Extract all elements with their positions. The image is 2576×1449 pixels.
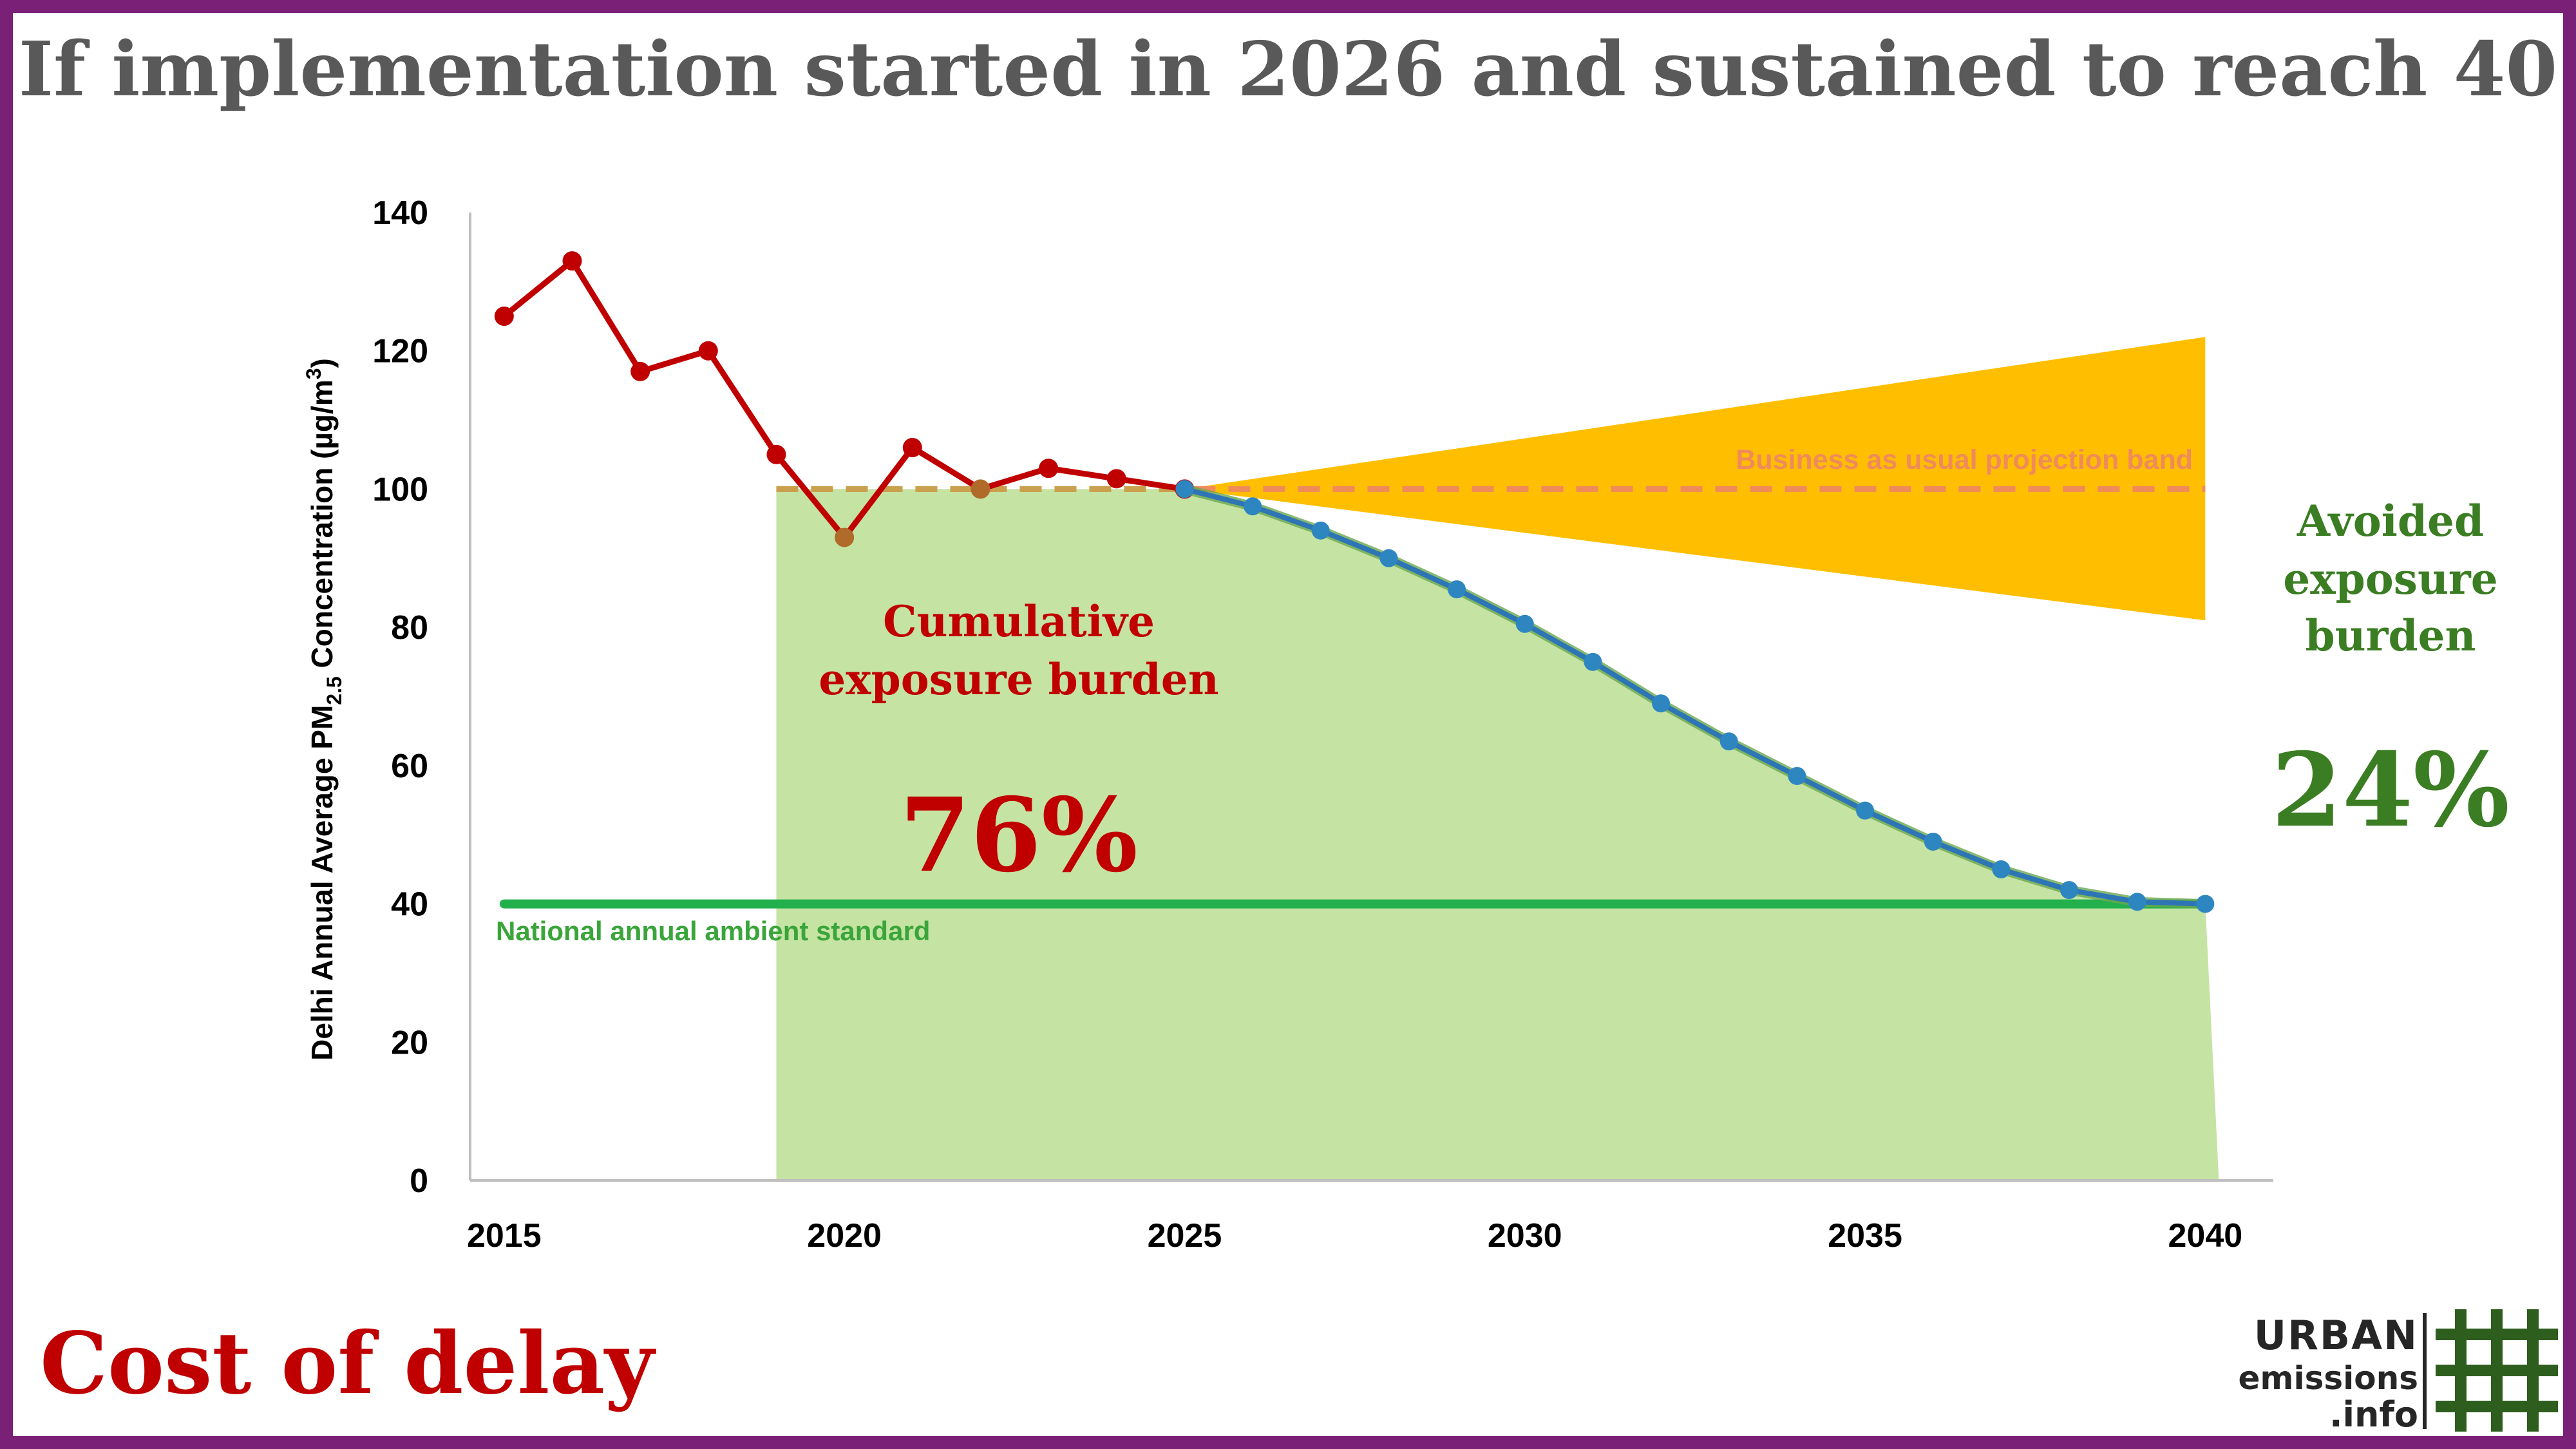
x-tick-label: 2015 [467,1217,542,1255]
projection-point [1311,521,1330,540]
projection-point [2128,893,2146,911]
y-axis-label: Delhi Annual Average PM2.5 Concentration… [302,358,346,1061]
logo-divider [2423,1313,2427,1429]
x-tick-label: 2040 [2168,1217,2242,1255]
logo-line1: URBAN [2253,1312,2418,1359]
x-tick-label: 2025 [1148,1217,1222,1255]
bau-projection-band [1184,337,2206,621]
y-tick-label: 80 [391,609,428,647]
historical-point [835,527,855,547]
projection-point [1244,497,1262,516]
y-tick-label: 60 [391,748,428,785]
historical-point [971,479,990,499]
x-tick-label: 2030 [1488,1217,1562,1255]
avoided-label-line3: burden [2305,611,2476,661]
bau-band-layer [1184,337,2206,621]
logo-line2: emissions [2238,1359,2418,1397]
projection-point [1652,694,1671,713]
standard-label: National annual ambient standard [496,916,930,946]
x-tick-label: 2020 [807,1217,882,1255]
hash-grid-icon [2436,1309,2558,1432]
historical-point [698,341,718,361]
y-tick-label: 40 [391,886,428,923]
historical-point [630,361,650,381]
series-layer [494,251,2215,913]
cumulative-label-line2: exposure burden [819,654,1218,705]
y-tick-label: 100 [372,471,428,508]
projection-point [1992,860,2011,878]
annotations-layer: Delhi Annual Average PM2.5 Concentration… [302,358,2510,1061]
projection-point [2196,895,2215,913]
projection-point [1379,549,1398,567]
urbanemissions-logo: URBAN emissions .info [2238,1304,2558,1435]
y-tick-label: 140 [372,194,428,232]
avoided-label-line1: Avoided [2297,496,2484,546]
historical-point [766,444,786,464]
historical-point [902,438,922,458]
projection-point [1924,832,1942,851]
bau-band-label: Business as usual projection band [1736,444,2193,475]
projection-series-line [1184,486,2206,907]
projection-point [1856,801,1875,820]
footer-title: Cost of delay [40,1314,654,1414]
logo-line3: .info [2329,1394,2418,1435]
historical-point [494,307,514,327]
page-title: If implementation started in 2026 and su… [18,26,2558,113]
projection-point [1719,732,1738,751]
projection-point [1175,480,1194,498]
y-tick-label: 20 [391,1024,428,1061]
projection-point [1584,652,1602,671]
y-tick-label: 0 [410,1162,428,1200]
avoided-percent: 24% [2271,731,2510,850]
avoided-label-line2: exposure [2283,554,2497,604]
projection-point [2060,881,2079,900]
projection-point [1448,580,1466,599]
cumulative-label-line1: Cumulative [883,596,1155,647]
exposure-area-layer [776,489,2219,1180]
x-tick-label: 2035 [1828,1217,1902,1255]
projection-point [1788,766,1806,785]
historical-point [562,251,582,271]
projection-point [1515,614,1534,633]
exposure-area [776,489,2219,1180]
reference-lines-layer [499,486,2210,909]
historical-point [1039,459,1059,478]
y-tick-label: 120 [372,333,428,370]
historical-point [1106,469,1126,489]
cumulative-percent: 76% [900,776,1138,895]
